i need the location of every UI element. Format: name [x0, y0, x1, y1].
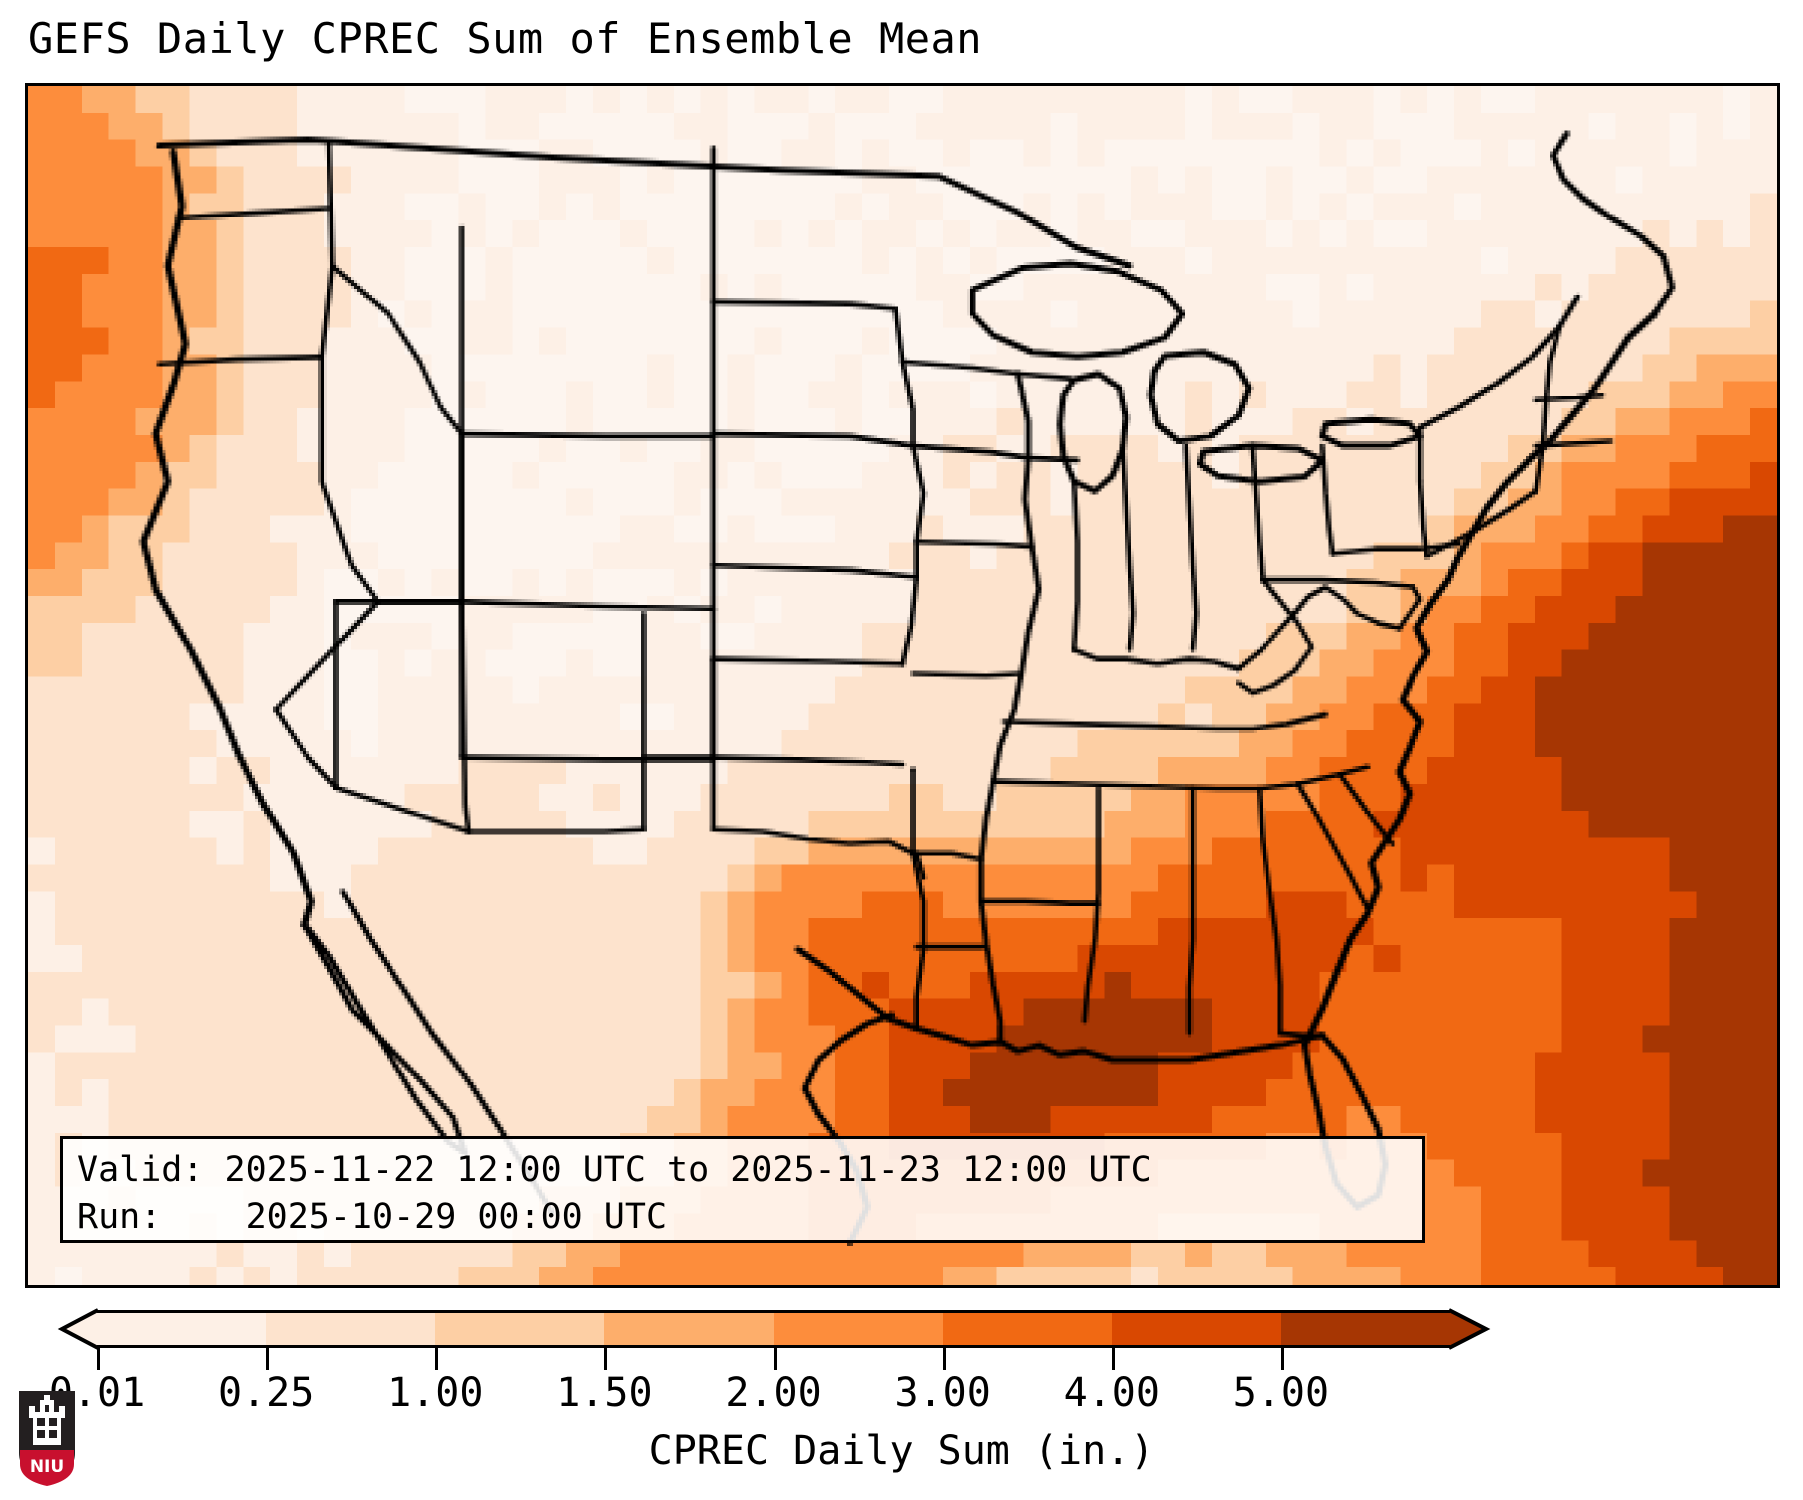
colorbar-tick-label-1: 0.25 [217, 1370, 315, 1416]
colorbar-tick-6 [1111, 1348, 1115, 1370]
colorbar[interactable]: 0.01 0.25 1.00 1.50 2.00 3.00 4.00 5.00 CPREC D… [0, 1300, 1803, 1500]
colorbar-tick-7 [1280, 1348, 1284, 1370]
colorbar-tick-0 [97, 1348, 100, 1370]
colorbar-tick-5 [942, 1348, 946, 1370]
colorbar-segment-6 [1111, 1313, 1281, 1345]
colorbar-axis-label: CPREC Daily Sum (in.) [648, 1428, 1155, 1474]
valid-time-text: Valid: 2025-11-22 12:00 UTC to 2025-11-2… [77, 1150, 1152, 1190]
precipitation-heatmap-canvas[interactable] [28, 86, 1777, 1285]
map-plot-area[interactable] [25, 83, 1780, 1288]
logo-banner-shape [20, 1450, 74, 1486]
colorbar-segment-0 [97, 1313, 267, 1345]
logo-tower-windows [37, 1418, 57, 1438]
run-time-text: Run: 2025-10-29 00:00 UTC [77, 1197, 668, 1237]
colorbar-tick-3 [604, 1348, 608, 1370]
colorbar-tick-1 [266, 1348, 270, 1370]
colorbar-tick-label-7: 5.00 [1232, 1370, 1330, 1416]
logo-tower-icon [29, 1395, 65, 1445]
page-title: GEFS Daily CPREC Sum of Ensemble Mean [28, 14, 983, 63]
colorbar-extend-max-arrow [1450, 1310, 1486, 1348]
colorbar-tick-label-2: 1.00 [387, 1370, 484, 1416]
colorbar-extend-min-arrow [62, 1310, 98, 1348]
niu-logo: NIU [19, 1391, 75, 1486]
forecast-info-box: Valid: 2025-11-22 12:00 UTC to 2025-11-2… [60, 1136, 1425, 1243]
colorbar-segment-3 [604, 1313, 774, 1345]
colorbar-tick-2 [435, 1348, 439, 1370]
colorbar-tick-label-3: 1.50 [556, 1370, 653, 1416]
logo-wordmark: NIU [30, 1457, 64, 1477]
colorbar-tick-label-5: 3.00 [894, 1370, 991, 1416]
colorbar-tick-label-6: 4.00 [1063, 1370, 1160, 1416]
colorbar-segment-7 [1280, 1313, 1450, 1345]
colorbar-segment-4 [773, 1313, 943, 1345]
colorbar-tick-labels: 0.01 0.25 1.00 1.50 2.00 3.00 4.00 5.00 [0, 1370, 1803, 1422]
colorbar-segment-2 [435, 1313, 605, 1345]
colorbar-segment-1 [266, 1313, 436, 1345]
colorbar-tick-label-4: 2.00 [725, 1370, 822, 1416]
colorbar-tick-4 [773, 1348, 777, 1370]
colorbar-ticks [97, 1348, 1450, 1370]
colorbar-segment-5 [942, 1313, 1112, 1345]
colorbar-gradient[interactable] [97, 1310, 1450, 1348]
